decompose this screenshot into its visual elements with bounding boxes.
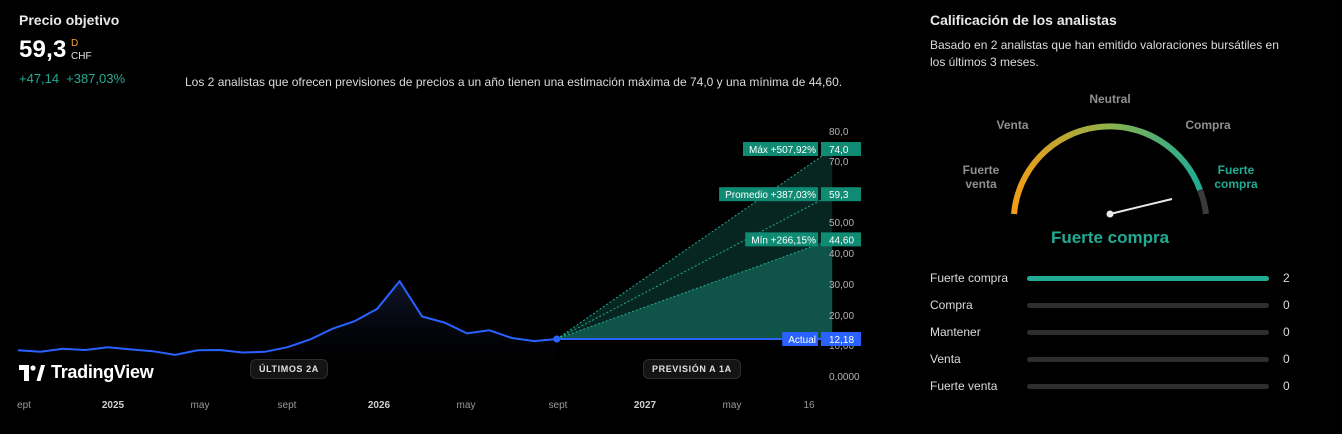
target-price: 59,3 [19,36,67,63]
rating-row-count: 2 [1283,271,1290,285]
rating-row-label: Compra [930,298,973,312]
price-currency: CHF [71,51,92,62]
gauge-arc [1011,123,1203,215]
forecast-value-bg-min [821,232,861,247]
rating-row-count: 0 [1283,298,1290,312]
forecast-description: Los 2 analistas que ofrecen previsiones … [185,75,843,89]
forecast-label-min[interactable]: Mín +266,15% 44,60 [745,232,861,247]
x-tick-label: may [191,400,210,411]
y-tick-label: 0,0000 [829,372,860,383]
gauge-pivot [1106,210,1114,218]
forecast-label-text-avg: Promedio +387,03% [725,190,816,201]
rating-title: Calificación de los analistas [930,12,1117,28]
rating-row-count: 0 [1283,379,1290,393]
x-tick-label: 2025 [102,400,125,411]
rating-subtitle: Basado en 2 analistas que han emitido va… [930,38,1279,69]
price-delay-badge[interactable]: D [71,38,79,49]
rating-row-count: 0 [1283,352,1290,366]
rating-row-count: 0 [1283,325,1290,339]
y-tick-label: 30,00 [829,280,854,291]
forecast-label-max[interactable]: Máx +507,92% 74,0 [743,142,861,156]
forecast-value-bg-avg [821,187,861,202]
y-tick-label: 80,0 [829,127,849,138]
x-tick-label: ept [17,400,31,411]
forecast-value-bg-current [821,332,861,346]
rating-row-label: Fuerte compra [930,271,1009,285]
x-tick-label: sept [278,400,297,411]
price-area [18,281,557,380]
x-tick-label: 16 [803,400,815,411]
rating-row-bar [1027,303,1269,308]
gauge-label-strong-buy: Fuerte compra [1214,163,1258,191]
gauge-label-strong-sell: Fuerte venta [962,163,1000,191]
y-tick-label: 40,00 [829,249,854,260]
tradingview-wordmark: TradingView [51,362,154,382]
change-percent: +387,03% [66,71,126,86]
rating-gauge [1011,123,1209,218]
x-tick-label: 2026 [368,400,391,411]
rating-row-bar [1027,330,1269,335]
price-target-chart[interactable]: 80,070,050,0040,0030,0020,0010,000,0000 … [0,0,900,434]
x-tick-label: may [457,400,476,411]
rating-row-label: Venta [930,352,961,366]
forecast-label-bg-current [782,332,818,346]
price-line[interactable] [17,279,557,356]
forecast-label-bg-avg [719,187,818,202]
y-tick-label: 50,00 [829,218,854,229]
rating-row-label: Mantener [930,325,981,339]
gauge-needle [1109,198,1173,215]
forecast-cone-outer [556,149,833,339]
gauge-label-sell: Venta [996,118,1029,132]
gauge-label-neutral: Neutral [1089,92,1131,106]
forecast-value-text-current: 12,18 [829,335,854,346]
rating-row-bar [1027,384,1269,389]
change-absolute: +47,14 [19,71,60,86]
rating-row-bar [1027,276,1269,281]
x-tick-label: sept [549,400,568,411]
forecast-label-avg[interactable]: Promedio +387,03% 59,3 [719,187,861,202]
rating-row-bar [1027,357,1269,362]
forecast-value-text-min: 44,60 [829,235,854,246]
x-tick-label: 2027 [634,400,657,411]
tradingview-logo[interactable]: TradingView [19,362,154,383]
forecast-value-text-avg: 59,3 [829,190,849,201]
forecast-label-text-max: Máx +507,92% [749,145,816,156]
current-price-dot[interactable] [553,335,561,343]
forecast-line-min [556,238,833,340]
tradingview-icon [19,364,45,381]
price-change: +47,14 +387,03% [19,71,132,86]
range-pill-forecast[interactable]: PREVISIÓN A 1A [643,359,741,379]
x-tick-label: may [723,400,742,411]
y-tick-label: 70,0 [829,157,849,168]
forecast-label-bg-max [743,142,818,156]
forecast-value-text-max: 74,0 [829,145,849,156]
forecast-label-bg-min [745,232,818,247]
range-pill-past[interactable]: ÚLTIMOS 2A [250,359,328,379]
forecast-value-bg-max [821,142,861,156]
rating-result: Fuerte compra [1050,228,1170,247]
gauge-arc-end [1197,188,1209,215]
y-tick-label: 10,00 [829,341,854,352]
forecast-label-current[interactable]: Actual 12,18 [782,332,861,346]
rating-row-label: Fuerte venta [930,379,998,393]
forecast-label-text-current: Actual [788,335,816,346]
forecast-label-text-min: Mín +266,15% [751,235,816,246]
section-title: Precio objetivo [19,12,120,28]
gauge-label-buy: Compra [1185,118,1231,132]
rating-row-bar-fill [1027,276,1269,281]
y-tick-label: 20,00 [829,311,854,322]
